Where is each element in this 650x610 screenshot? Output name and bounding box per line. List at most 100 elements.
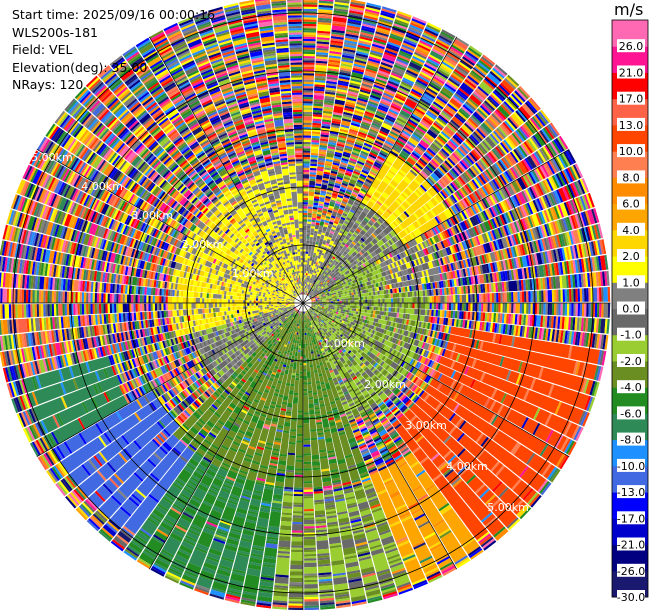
velocity-gate bbox=[399, 303, 402, 308]
velocity-gate bbox=[315, 56, 328, 60]
velocity-gate bbox=[395, 60, 408, 68]
velocity-gate bbox=[303, 47, 316, 50]
velocity-gate bbox=[318, 260, 322, 264]
velocity-gate bbox=[311, 142, 320, 145]
velocity-gate bbox=[303, 21, 317, 25]
velocity-gate bbox=[391, 29, 405, 36]
velocity-gate bbox=[314, 230, 318, 234]
velocity-gate bbox=[337, 299, 340, 302]
velocity-gate bbox=[337, 84, 349, 89]
velocity-gate bbox=[308, 284, 310, 287]
velocity-gate bbox=[382, 307, 385, 312]
velocity-gate bbox=[352, 69, 364, 75]
velocity-gate bbox=[378, 18, 393, 25]
velocity-gate bbox=[360, 85, 372, 91]
velocity-gate bbox=[303, 214, 308, 218]
velocity-gate bbox=[348, 132, 357, 138]
velocity-gate bbox=[383, 144, 392, 151]
velocity-gate bbox=[566, 289, 570, 302]
velocity-gate bbox=[329, 174, 337, 179]
velocity-gate bbox=[323, 110, 333, 114]
velocity-gate bbox=[316, 39, 330, 43]
velocity-gate bbox=[316, 49, 329, 53]
velocity-gate bbox=[347, 90, 359, 96]
velocity-gate bbox=[506, 292, 510, 303]
velocity-gate bbox=[416, 290, 424, 297]
velocity-gate bbox=[308, 264, 311, 268]
velocity-gate bbox=[392, 125, 403, 132]
velocity-gate bbox=[360, 152, 368, 158]
velocity-gate bbox=[315, 60, 328, 64]
velocity-gate bbox=[322, 119, 332, 123]
velocity-gate bbox=[310, 152, 319, 156]
velocity-gate bbox=[536, 303, 540, 315]
velocity-gate bbox=[318, 254, 322, 257]
velocity-gate bbox=[313, 280, 316, 283]
velocity-gate bbox=[335, 180, 342, 185]
velocity-gate bbox=[306, 230, 311, 233]
velocity-gate bbox=[331, 226, 336, 231]
velocity-gate bbox=[408, 26, 423, 34]
velocity-gate bbox=[343, 109, 354, 114]
velocity-gate bbox=[346, 211, 355, 220]
velocity-gate bbox=[350, 76, 363, 81]
velocity-gate bbox=[356, 48, 370, 54]
velocity-gate bbox=[305, 245, 309, 250]
velocity-gate bbox=[403, 297, 413, 303]
velocity-gate bbox=[354, 300, 359, 303]
velocity-gate bbox=[332, 298, 335, 300]
velocity-gate bbox=[343, 48, 356, 53]
velocity-gate bbox=[334, 184, 341, 189]
velocity-gate bbox=[375, 78, 387, 85]
velocity-gate bbox=[306, 260, 310, 267]
velocity-gate bbox=[336, 90, 347, 95]
velocity-gate bbox=[376, 136, 386, 142]
velocity-gate bbox=[530, 303, 533, 315]
velocity-gate bbox=[355, 55, 368, 60]
velocity-gate bbox=[386, 136, 396, 143]
velocity-gate bbox=[337, 139, 346, 144]
velocity-gate bbox=[388, 108, 399, 115]
velocity-gate bbox=[371, 295, 374, 300]
velocity-gate bbox=[547, 290, 553, 302]
velocity-gate bbox=[334, 237, 340, 244]
velocity-gate bbox=[451, 295, 454, 303]
velocity-gate bbox=[304, 268, 307, 271]
velocity-gate bbox=[398, 87, 410, 94]
velocity-gate bbox=[305, 273, 308, 276]
velocity-gate bbox=[347, 22, 361, 28]
velocity-gate bbox=[321, 260, 327, 268]
velocity-gate bbox=[326, 150, 335, 154]
velocity-gate bbox=[489, 303, 492, 313]
velocity-gate bbox=[472, 303, 475, 312]
velocity-gate bbox=[411, 57, 424, 66]
velocity-gate bbox=[320, 138, 329, 142]
velocity-gate bbox=[569, 288, 572, 302]
velocity-gate bbox=[420, 38, 434, 46]
velocity-gate bbox=[349, 209, 356, 214]
velocity-gate bbox=[366, 64, 379, 70]
velocity-gate bbox=[340, 159, 349, 164]
velocity-gate bbox=[368, 130, 378, 136]
velocity-gate bbox=[375, 31, 389, 37]
velocity-gate bbox=[303, 38, 316, 42]
velocity-gate bbox=[323, 173, 330, 177]
velocity-gate bbox=[313, 94, 324, 100]
velocity-gate bbox=[362, 19, 377, 25]
velocity-gate bbox=[356, 50, 369, 56]
velocity-gate bbox=[551, 303, 555, 316]
velocity-gate bbox=[366, 4, 381, 11]
velocity-gate bbox=[423, 30, 438, 39]
velocity-gate bbox=[338, 295, 342, 298]
velocity-gate bbox=[336, 141, 346, 146]
velocity-gate bbox=[409, 314, 419, 321]
velocity-gate bbox=[385, 116, 395, 123]
velocity-gate bbox=[373, 310, 376, 315]
velocity-gate bbox=[316, 218, 321, 221]
velocity-gate bbox=[339, 164, 347, 168]
velocity-gate bbox=[321, 184, 328, 190]
velocity-gate bbox=[314, 88, 325, 92]
velocity-gate bbox=[329, 135, 338, 139]
velocity-gate bbox=[433, 303, 437, 310]
velocity-gate bbox=[342, 180, 349, 185]
